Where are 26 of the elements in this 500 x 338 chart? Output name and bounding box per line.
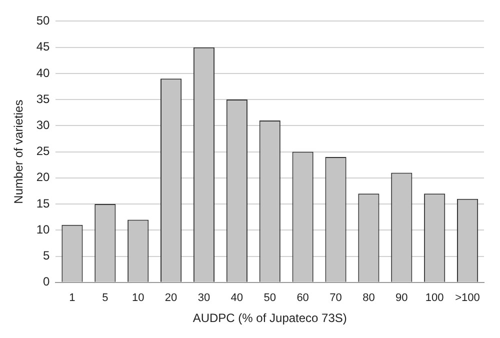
y-tick-label: 15 xyxy=(36,196,50,210)
x-tick-label: 90 xyxy=(396,292,408,304)
x-tick-label: 20 xyxy=(164,292,178,304)
y-tick-label: 45 xyxy=(36,40,50,54)
y-tick-label: 30 xyxy=(36,118,50,132)
y-axis-title: Number of varieties xyxy=(12,100,26,204)
y-tick-label: 20 xyxy=(36,170,50,184)
x-tick-label: 80 xyxy=(362,292,375,304)
x-tick-label: 100 xyxy=(425,292,444,304)
x-tick-label: 60 xyxy=(296,292,309,304)
x-tick-label: >100 xyxy=(455,292,480,304)
y-tick-label: 25 xyxy=(36,144,50,158)
y-tick-label: 35 xyxy=(36,92,50,106)
y-tick-label: 40 xyxy=(36,66,50,80)
y-tick-label: 5 xyxy=(43,248,50,263)
x-tick-label: 70 xyxy=(330,292,342,304)
y-tick-label: 50 xyxy=(36,14,50,28)
x-tick-label: 1 xyxy=(69,292,76,304)
y-tick-label: 0 xyxy=(43,274,50,289)
x-tick-label: 30 xyxy=(198,292,210,304)
x-tick-label: 50 xyxy=(264,292,276,304)
y-tick-label: 10 xyxy=(36,222,50,236)
x-tick-label: 10 xyxy=(132,292,144,304)
x-tick-label: 5 xyxy=(102,292,108,304)
x-axis-title: AUDPC (% of Jupateco 73S) xyxy=(192,311,347,326)
x-tick-label: 40 xyxy=(230,292,244,304)
